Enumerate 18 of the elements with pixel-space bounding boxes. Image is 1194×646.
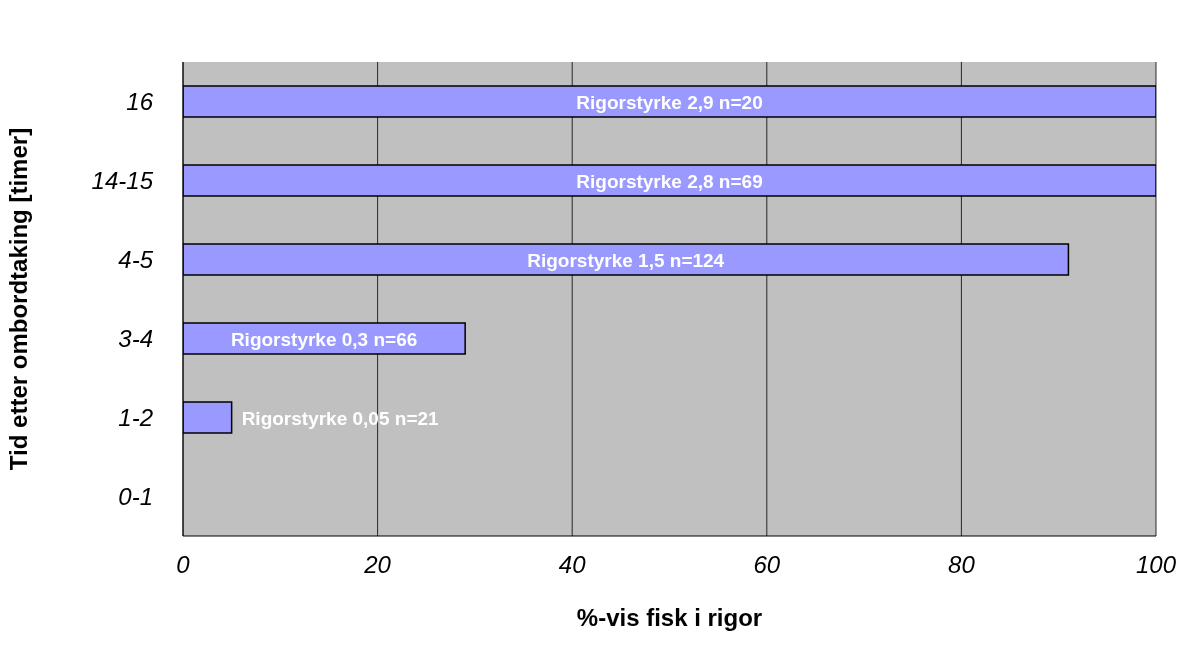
x-tick-label: 60	[753, 551, 781, 579]
y-tick-label: 14-15	[91, 167, 154, 195]
y-tick-label: 1-2	[118, 404, 153, 432]
x-tick-label: 100	[1135, 551, 1177, 579]
x-tick-label: 40	[558, 551, 587, 579]
x-tick-label: 80	[948, 551, 976, 579]
y-tick-label: 4-5	[118, 246, 154, 274]
data-label: Rigorstyrke 2,8 n=69	[576, 170, 763, 192]
y-tick-label: 0-1	[118, 483, 153, 511]
y-tick-label: 16	[126, 88, 154, 116]
data-label: Rigorstyrke 2,9 n=20	[576, 91, 763, 113]
y-axis-title: Tid etter ombordtaking [timer]	[4, 127, 32, 471]
data-label: Rigorstyrke 0,3 n=66	[230, 328, 418, 350]
x-tick-label: 0	[176, 551, 191, 579]
x-tick-label: 20	[363, 551, 392, 579]
y-tick-label: 3-4	[118, 325, 153, 353]
data-label: Rigorstyrke 1,5 n=124	[527, 249, 725, 271]
x-axis-title: %-vis fisk i rigor	[576, 604, 763, 631]
